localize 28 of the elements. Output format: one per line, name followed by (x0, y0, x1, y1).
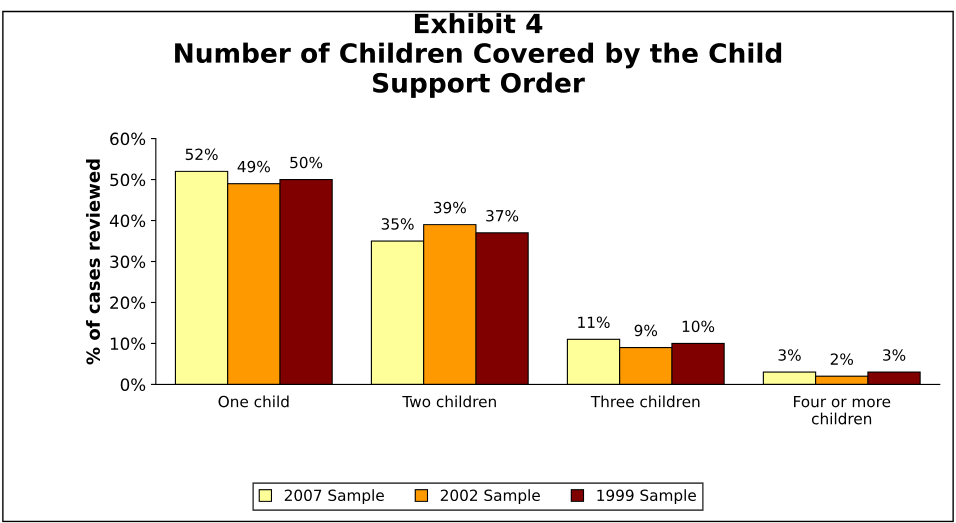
y-tick-label: 60% (110, 132, 146, 146)
y-tick-label: 30% (110, 255, 146, 268)
x-tick-label: Four or more children (794, 396, 890, 424)
data-label: 10% (682, 320, 714, 332)
y-tick-label: 20% (110, 296, 146, 310)
legend-label: 2002 Sample (440, 489, 540, 504)
data-label: 3% (778, 349, 801, 361)
data-label: 37% (486, 210, 518, 222)
data-label: 39% (434, 202, 466, 214)
data-label: 2% (830, 353, 854, 365)
y-tick-label: 40% (110, 214, 146, 228)
y-tick-label: 50% (110, 174, 146, 186)
legend-label: 1999 Sample (597, 489, 696, 504)
data-label: 9% (634, 324, 658, 336)
data-label: 35% (382, 218, 414, 230)
x-tick-label: Three children (590, 396, 700, 408)
chart-title: Exhibit 4 Number of Children Covered by the Child Support Order (175, 13, 782, 98)
data-label: 11% (578, 316, 610, 328)
x-tick-label: One child (218, 396, 289, 408)
y-tick-label: 10% (110, 337, 146, 350)
data-label: 52% (186, 148, 218, 160)
data-label: 49% (238, 160, 270, 172)
data-label: 50% (290, 156, 322, 168)
y-axis-title: % of cases reviewed (86, 160, 100, 364)
x-tick-label: Two children (402, 396, 496, 408)
legend-label: 2007 Sample (284, 489, 384, 504)
data-label: 3% (883, 349, 906, 361)
y-tick-label: 0% (120, 378, 146, 391)
